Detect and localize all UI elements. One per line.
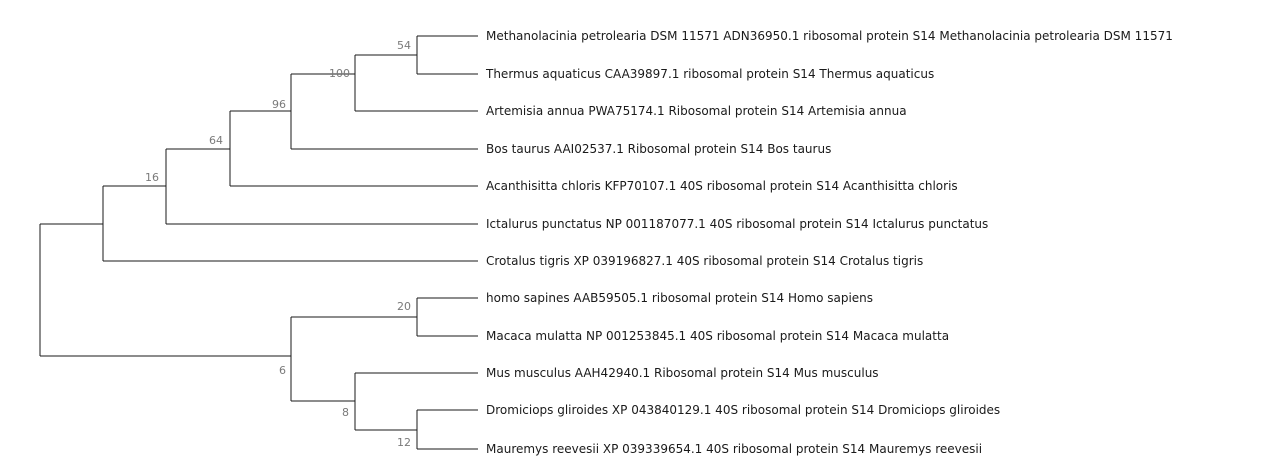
support-value-64: 64 (209, 134, 223, 147)
support-value-12: 12 (397, 436, 411, 449)
leaf-label: Mus musculus AAH42940.1 Ribosomal protei… (486, 366, 879, 380)
support-value-96: 96 (272, 98, 286, 111)
branch-node-12 (416, 409, 478, 450)
branch-node-20 (416, 297, 478, 337)
leaf-label: Crotalus tigris XP 039196827.1 40S ribos… (486, 254, 923, 268)
branch-node-64 (165, 148, 478, 225)
branch-node-96 (229, 110, 478, 187)
leaf-labels: Methanolacinia petrolearia DSM 11571 ADN… (485, 29, 1173, 456)
support-value-20: 20 (397, 300, 411, 313)
tree-branches (39, 35, 478, 450)
leaf-label: homo sapines AAB59505.1 ribosomal protei… (486, 291, 873, 305)
support-value-54: 54 (397, 39, 411, 52)
branch-node-54-leaves (416, 35, 478, 75)
leaf-label: Acanthisitta chloris KFP70107.1 40S ribo… (486, 179, 958, 193)
leaf-label: Bos taurus AAI02537.1 Ribosomal protein … (486, 142, 831, 156)
leaf-label: Artemisia annua PWA75174.1 Ribosomal pro… (486, 104, 907, 118)
branch-node-16 (102, 185, 478, 262)
branch-root (39, 223, 291, 357)
branch-node-8 (354, 372, 478, 431)
leaf-label: Ictalurus punctatus NP 001187077.1 40S r… (486, 217, 988, 231)
branch-node-54 (354, 54, 478, 112)
branch-node-6 (290, 316, 417, 402)
leaf-label: Methanolacinia petrolearia DSM 11571 ADN… (486, 29, 1173, 43)
leaf-label: Mauremys reevesii XP 039339654.1 40S rib… (486, 442, 982, 456)
branch-node-100 (290, 73, 478, 150)
support-value-16: 16 (145, 171, 159, 184)
support-values: 54 100 96 64 16 20 6 8 12 (145, 39, 411, 449)
support-value-8: 8 (342, 406, 349, 419)
leaf-label: Macaca mulatta NP 001253845.1 40S riboso… (486, 329, 949, 343)
leaf-label: Dromiciops gliroides XP 043840129.1 40S … (486, 403, 1000, 417)
leaf-label: Thermus aquaticus CAA39897.1 ribosomal p… (485, 67, 934, 81)
support-value-100: 100 (329, 67, 350, 80)
support-value-6: 6 (279, 364, 286, 377)
